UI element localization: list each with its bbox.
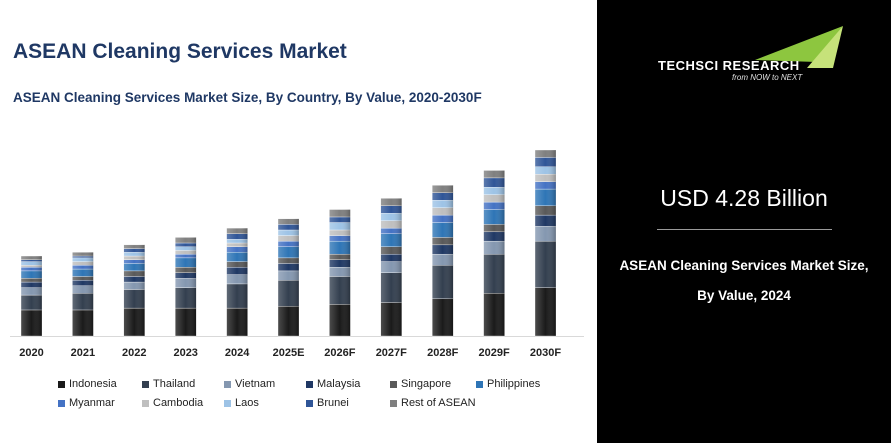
brand-tagline: from NOW to NEXT — [732, 73, 803, 82]
legend-swatch — [58, 399, 65, 407]
caption-line-2: By Value, 2024 — [697, 288, 791, 303]
legend-label: Malaysia — [317, 378, 361, 390]
bar-shade-2021 — [72, 252, 94, 336]
stacked-bar-chart: 2020 2021 2022 2023 2024 2025E 2026F 2027F 2028F… — [10, 149, 584, 359]
legend-swatch — [142, 399, 149, 407]
brand-name: TECHSCI RESEARCH — [658, 58, 800, 73]
legend-item-cambodia: Cambodia — [142, 397, 224, 409]
legend-label: Laos — [235, 397, 259, 409]
legend-swatch — [306, 399, 313, 407]
market-value-caption: ASEAN Cleaning Services Market Size, By … — [597, 251, 891, 311]
bar-shade-2029f — [483, 170, 505, 336]
legend-item-myanmar: Myanmar — [58, 397, 142, 409]
divider — [657, 229, 832, 230]
chart-legend: Indonesia Thailand Vietnam Malaysia Singapor… — [58, 378, 578, 409]
legend-swatch — [142, 380, 149, 388]
legend-label: Myanmar — [69, 397, 115, 409]
chart-subtitle: ASEAN Cleaning Services Market Size, By … — [13, 90, 482, 105]
legend-swatch — [390, 399, 397, 407]
x-tick-label: 2025E — [273, 347, 305, 359]
page-title: ASEAN Cleaning Services Market — [13, 40, 347, 63]
legend-label: Philippines — [487, 378, 541, 390]
bar-shade-2025e — [278, 218, 299, 336]
bar-shade-2028f — [432, 185, 454, 336]
techsci-logo: TECHSCI RESEARCH from NOW to NEXT — [647, 22, 847, 92]
legend-swatch — [224, 380, 231, 388]
bar-shade-2026f — [329, 209, 351, 336]
bar-shade-2023 — [175, 237, 197, 336]
legend-swatch — [390, 380, 397, 388]
x-tick-label: 2022 — [122, 347, 146, 359]
x-tick-label: 2020 — [19, 347, 43, 359]
x-tick-label: 2024 — [225, 347, 250, 359]
legend-item-singapore: Singapore — [390, 378, 476, 390]
legend-item-thailand: Thailand — [142, 378, 224, 390]
caption-line-1: ASEAN Cleaning Services Market Size, — [619, 258, 869, 273]
legend-swatch — [58, 380, 65, 388]
legend-item-vietnam: Vietnam — [224, 378, 306, 390]
legend-label: Vietnam — [235, 378, 276, 390]
x-tick-label: 2030F — [530, 347, 561, 359]
legend-label: Rest of ASEAN — [401, 397, 476, 409]
legend-label: Thailand — [153, 378, 196, 390]
x-tick-label: 2028F — [427, 347, 458, 359]
bar-shade-2024 — [226, 228, 248, 336]
bar-shade-2027f — [380, 198, 402, 336]
legend-item-philippines: Philippines — [476, 378, 576, 390]
legend-label: Cambodia — [153, 397, 204, 409]
x-tick-label: 2021 — [71, 347, 95, 359]
legend-item-laos: Laos — [224, 397, 306, 409]
bar-shade-2020 — [21, 256, 42, 336]
legend-label: Indonesia — [69, 378, 117, 390]
legend-label: Brunei — [317, 397, 349, 409]
legend-item-rest-of-asean: Rest of ASEAN — [390, 397, 476, 409]
legend-label: Singapore — [401, 378, 452, 390]
legend-item-malaysia: Malaysia — [306, 378, 390, 390]
logo-swoosh-icon — [755, 26, 843, 68]
legend-item-brunei: Brunei — [306, 397, 390, 409]
legend-swatch — [476, 380, 483, 388]
market-value: USD 4.28 Billion — [660, 185, 828, 211]
bar-shade-2022 — [123, 244, 145, 336]
x-tick-label: 2023 — [173, 347, 197, 359]
x-tick-label: 2027F — [376, 347, 407, 359]
x-tick-label: 2029F — [478, 347, 509, 359]
legend-swatch — [224, 399, 231, 407]
chart-panel: ASEAN Cleaning Services Market ASEAN Cle… — [10, 40, 584, 409]
x-tick-label: 2026F — [324, 347, 355, 359]
legend-item-indonesia: Indonesia — [58, 378, 142, 390]
legend-swatch — [306, 380, 313, 388]
highlight-panel: TECHSCI RESEARCH from NOW to NEXT USD 4.… — [597, 0, 891, 443]
bar-shade-2030f — [535, 150, 556, 336]
